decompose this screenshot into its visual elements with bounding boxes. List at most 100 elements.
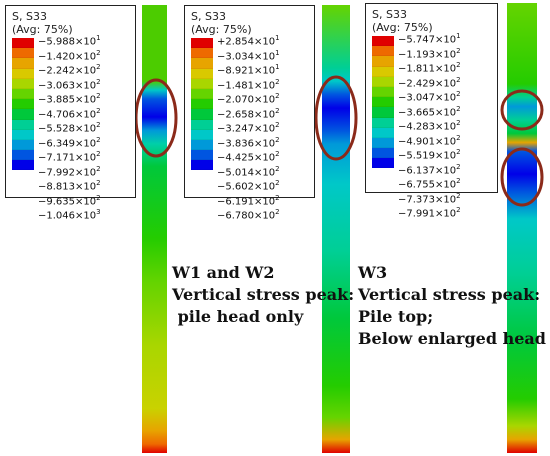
legend-swatch <box>12 119 34 130</box>
legend-label: −6.349×102 <box>38 135 101 150</box>
legend-title: S, S33 <box>191 10 226 23</box>
legend-swatch <box>191 58 213 69</box>
legend-swatch <box>191 78 213 89</box>
legend-swatch <box>191 99 213 110</box>
legend-swatch <box>191 48 213 59</box>
legend-swatch <box>372 148 394 159</box>
legend-label: −6.780×102 <box>217 208 280 222</box>
legend-label: −4.901×102 <box>398 133 461 148</box>
legend-label: −3.063×102 <box>38 77 101 91</box>
legend-swatch <box>372 46 394 57</box>
legend-label: −5.602×102 <box>217 179 280 193</box>
legend-label: −2.429×102 <box>398 75 461 89</box>
legend-labels: −5.988×101 −1.420×102 −2.242×102 −3.063×102… <box>38 33 101 222</box>
legend-swatch <box>191 68 213 79</box>
legend-label: −3.836×102 <box>217 135 280 150</box>
legend-label: −9.635×102 <box>38 193 101 208</box>
legend-label: −1.481×102 <box>217 77 280 91</box>
legend-label: −5.014×102 <box>217 164 280 179</box>
legend-label: +2.854×101 <box>217 34 280 48</box>
legend-swatch <box>191 160 213 171</box>
legend-label: −5.747×101 <box>398 32 461 46</box>
highlight-ellipse-w3-below-head <box>500 147 544 207</box>
legend-title: S, S33 <box>12 10 47 23</box>
legend-label: −1.420×102 <box>38 48 101 62</box>
legend-label: −3.247×102 <box>217 121 280 135</box>
legend-label: −3.034×101 <box>217 48 280 62</box>
legend-swatches <box>12 38 34 171</box>
annotation-w1-w2: W1 and W2 Vertical stress peak: pile hea… <box>172 262 354 328</box>
legend-swatch <box>12 99 34 110</box>
legend-label: −4.706×102 <box>38 106 101 120</box>
legend-swatch <box>372 127 394 138</box>
legend-label: −7.991×102 <box>398 206 461 220</box>
legend-swatch <box>372 86 394 98</box>
legend-swatch <box>191 129 213 140</box>
annotation-line: Vertical stress peak: <box>358 285 541 304</box>
legend-swatch <box>12 48 34 59</box>
legend-swatch <box>191 119 213 130</box>
legend-swatch <box>12 58 34 69</box>
legend-swatch <box>372 66 394 77</box>
legend-swatch <box>372 36 394 47</box>
legend-swatch <box>372 107 394 118</box>
legend-swatches <box>191 38 213 171</box>
legend-label: −3.665×102 <box>398 104 461 118</box>
pile-w3 <box>507 3 537 453</box>
legend-swatch <box>12 88 34 100</box>
annotation-line: pile head only <box>172 307 304 326</box>
legend-label: −5.988×101 <box>38 34 101 48</box>
legend-subtitle: (Avg: 75%) <box>191 23 252 36</box>
legend-w3: S, S33 (Avg: 75%) −5.747×101 −1.193×102 −1… <box>365 3 498 219</box>
legend-label: −2.242×102 <box>38 63 101 77</box>
legend-swatch <box>191 88 213 100</box>
legend-swatch <box>191 139 213 151</box>
legend-label: −1.046×103 <box>38 208 101 222</box>
legend-label: −5.519×102 <box>398 148 461 162</box>
legend-label: −8.921×101 <box>217 63 280 77</box>
legend-label: −1.193×102 <box>398 46 461 60</box>
legend-swatch <box>12 78 34 89</box>
legend-swatch <box>372 97 394 108</box>
highlight-ellipse-w2-head <box>314 75 358 161</box>
legend-label: −2.070×102 <box>217 92 280 106</box>
legend-label: −7.992×102 <box>38 164 101 179</box>
legend-label: −5.528×102 <box>38 121 101 135</box>
legend-swatch <box>191 150 213 161</box>
legend-swatch <box>372 76 394 87</box>
legend-swatch <box>12 160 34 171</box>
legend-swatch <box>12 109 34 120</box>
legend-label: −7.171×102 <box>38 150 101 164</box>
annotation-line: Vertical stress peak: <box>172 285 355 304</box>
highlight-ellipse-w3-top <box>500 89 544 131</box>
legend-subtitle: (Avg: 75%) <box>12 23 73 36</box>
legend-label: −4.283×102 <box>398 119 461 133</box>
annotation-line: W3 <box>358 263 388 282</box>
annotation-line: Below enlarged head <box>358 329 546 348</box>
legend-swatch <box>12 68 34 79</box>
legend-label: −3.885×102 <box>38 92 101 106</box>
legend-label: −1.811×102 <box>398 61 461 75</box>
legend-swatch <box>372 158 394 169</box>
legend-swatch <box>372 137 394 149</box>
legend-w1: S, S33 (Avg: 75%) −5.988×101 −1.420×102 −2… <box>5 5 136 221</box>
legend-subtitle: (Avg: 75%) <box>372 21 433 34</box>
legend-w2: S, S33 (Avg: 75%) +2.854×101 −3.034×101 −8… <box>184 5 315 221</box>
legend-swatch <box>12 139 34 151</box>
legend-labels: −5.747×101 −1.193×102 −1.811×102 −2.429×102… <box>398 31 461 220</box>
legend-swatch <box>372 117 394 128</box>
legend-label: −6.137×102 <box>398 162 461 177</box>
legend-label: −7.373×102 <box>398 191 461 206</box>
legend-swatches <box>372 36 394 169</box>
legend-swatch <box>191 38 213 49</box>
annotation-line: Pile top; <box>358 307 434 326</box>
legend-swatch <box>12 150 34 161</box>
legend-swatch <box>12 129 34 140</box>
legend-labels: +2.854×101 −3.034×101 −8.921×101 −1.481×102… <box>217 33 280 222</box>
legend-label: −3.047×102 <box>398 90 461 104</box>
legend-label: −6.191×102 <box>217 193 280 208</box>
legend-label: −6.755×102 <box>398 177 461 191</box>
legend-label: −8.813×102 <box>38 179 101 193</box>
legend-swatch <box>12 38 34 49</box>
